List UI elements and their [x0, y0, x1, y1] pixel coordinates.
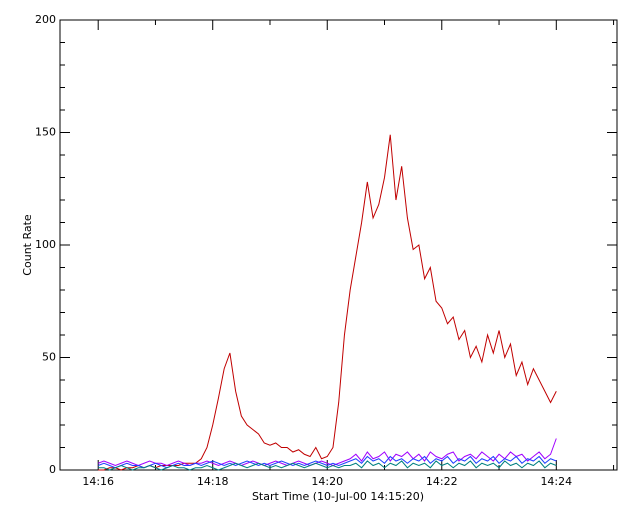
y-axis-label: Count Rate: [21, 214, 34, 276]
series-line: [98, 460, 557, 471]
x-tick-label: 14:24: [540, 475, 572, 488]
y-tick-label: 100: [35, 238, 56, 251]
x-tick-label: 14:20: [311, 475, 343, 488]
x-tick-label: 14:22: [426, 475, 458, 488]
series-line: [98, 134, 557, 471]
x-axis-label: Start Time (10-Jul-00 14:15:20): [252, 490, 424, 503]
x-tick-label: 14:16: [82, 475, 114, 488]
y-tick-label: 150: [35, 126, 56, 139]
y-tick-label: 200: [35, 13, 56, 26]
x-tick-label: 14:18: [197, 475, 229, 488]
series-line: [98, 455, 557, 469]
series-line: [98, 438, 557, 467]
y-tick-label: 50: [42, 351, 56, 364]
y-tick-label: 0: [49, 463, 56, 476]
